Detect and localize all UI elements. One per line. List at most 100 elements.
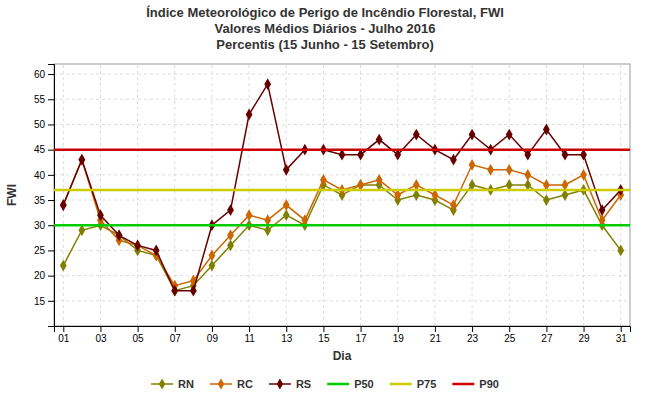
x-tick: 03 [95,326,107,344]
legend-label: RS [296,378,311,390]
x-tick-label: 07 [170,333,182,344]
y-tick: 20 [34,270,54,281]
y-tick-label: 60 [34,69,46,80]
legend-marker [218,378,224,389]
series-point [450,199,457,211]
x-tick-mark [63,326,64,332]
grid-line-y [54,275,630,276]
x-tick-mark [546,326,547,332]
series-point [97,209,104,221]
series-point [134,239,141,251]
legend-label: P90 [479,378,499,390]
y-tick: 15 [34,296,54,307]
x-tick-label: 15 [318,333,330,344]
series-point [524,169,531,181]
grid-line-x [360,64,361,326]
grid-line-y [54,225,630,226]
x-tick: 11 [244,326,255,344]
y-tick-label: 30 [34,220,46,231]
title-line: Valores Médios Diários - Julho 2016 [214,21,435,36]
series-point [60,260,67,272]
y-tick-mark [48,74,54,75]
series-point [60,199,67,211]
grid-line-x [509,64,510,326]
legend: RN RC RS P50 P75 P90 [151,378,499,390]
legend-item: P75 [390,378,437,390]
y-tick-mark [48,301,54,302]
x-tick: 13 [281,326,293,344]
x-tick-label: 11 [244,333,255,344]
plot-frame [54,64,630,326]
y-tick-label: 55 [34,94,46,105]
x-tick-mark [175,326,176,332]
x-tick: 17 [356,326,368,344]
series-point [264,78,271,90]
y-tick-mark [48,150,54,151]
y-tick: 60 [34,69,54,80]
x-tick-label: 23 [467,333,479,344]
x-tick-mark [584,326,585,332]
x-axis-title: Dia [333,349,352,363]
grid-line-x [472,64,473,326]
x-tick-label: 19 [393,333,405,344]
x-tick-label: 27 [541,333,553,344]
grid-line-y [54,300,630,301]
series-point [450,154,457,166]
x-tick-mark [621,326,622,332]
legend-label: P50 [354,378,374,390]
series-point [153,245,160,257]
y-tick-label: 40 [34,170,46,181]
grid-line-y [54,149,630,150]
grid-line-y [54,74,630,75]
x-tick-label: 03 [95,333,107,344]
y-tick-mark [48,250,54,251]
series-point [78,154,85,166]
legend-item: P90 [452,378,499,390]
plot-area [54,78,630,296]
series-point [190,285,197,297]
series-point [283,164,290,176]
x-tick-mark [138,326,139,332]
x-tick-mark [472,326,473,332]
series-line [63,185,620,291]
grid-line-x [63,64,64,326]
x-tick: 31 [616,326,628,344]
x-tick-label: 21 [430,333,442,344]
x-tick-mark [398,326,399,332]
x-tick-mark [323,326,324,332]
legend-item: RS [269,378,311,390]
y-tick: 35 [34,195,54,206]
x-tick: 15 [318,326,330,344]
y-tick-mark [48,99,54,100]
y-axis: 15202530354045505560 [34,65,55,327]
series-point [469,159,476,171]
y-tick-mark [48,276,54,277]
grid-line-x [249,64,250,326]
x-tick-mark [212,326,213,332]
title: Índice Meteorológico de Perigo de Incênd… [146,5,504,52]
series-point [506,164,513,176]
x-tick-label: 01 [58,333,70,344]
y-tick-label: 25 [34,245,46,256]
x-tick-label: 17 [356,333,368,344]
x-tick: 25 [504,326,516,344]
x-tick-mark [435,326,436,332]
x-tick-mark [286,326,287,332]
series-point [320,174,327,186]
title-line: Percentis (15 Junho - 15 Setembro) [216,37,433,52]
series-point [283,199,290,211]
series-point [617,245,624,257]
series-point [376,174,383,186]
series-point [506,129,513,141]
y-tick-label: 20 [34,270,46,281]
series-point [580,169,587,181]
x-tick: 07 [170,326,182,344]
y-tick-label: 50 [34,119,46,130]
series-point [283,209,290,221]
series-point [227,229,234,241]
series-line [63,160,620,286]
y-tick-label: 15 [34,296,46,307]
legend-swatch [452,383,474,386]
legend-item: RC [210,378,253,390]
legend-item: RN [151,378,194,390]
